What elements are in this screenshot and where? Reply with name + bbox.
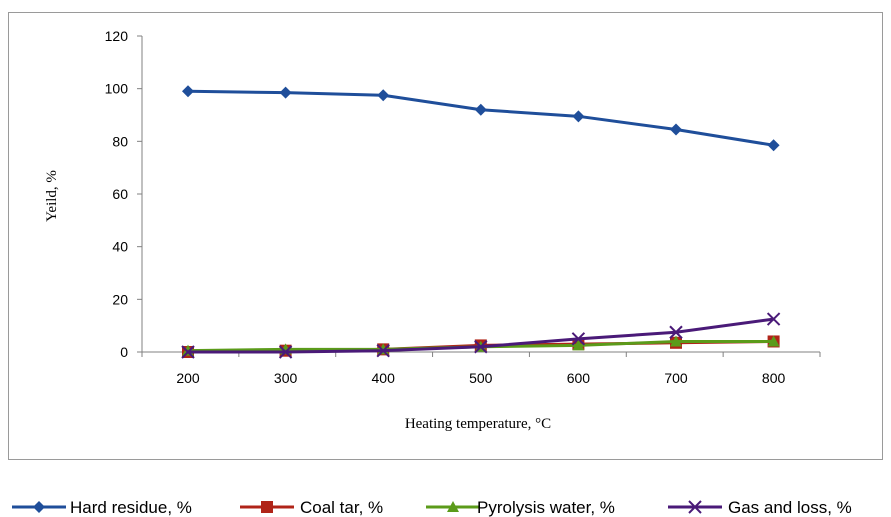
legend-marker [261,501,273,513]
legend-marker [33,501,45,513]
y-tick-labels: 0 20 40 60 80 100 120 [105,28,129,360]
legend-label: Coal tar, % [300,498,383,517]
y-tick-label: 120 [105,28,129,44]
data-point [181,345,195,359]
data-point [767,139,780,152]
series-layer [181,85,781,359]
y-tick-label: 0 [120,344,128,360]
x-axis-title: Heating temperature, °C [405,416,551,432]
data-point [572,110,585,123]
data-point [766,312,781,326]
data-point [670,335,682,347]
legend-marker [688,500,702,514]
data-point [670,123,682,136]
data-point [474,103,487,116]
legend-item: Pyrolysis water, % [426,498,615,517]
x-tick-label: 800 [762,370,786,386]
series-line [187,89,774,147]
data-point [376,343,390,358]
x-tick-label: 700 [664,370,688,386]
chart-frame [8,12,883,460]
legend-item: Coal tar, % [240,498,383,517]
data-point [278,345,293,359]
x-tick-label: 200 [176,370,200,386]
x-tick-label: 300 [274,370,298,386]
data-point [571,332,586,346]
data-point [474,340,488,354]
legend: Hard residue, % Coal tar, % Pyrolysis wate… [12,498,852,517]
legend-item: Hard residue, % [12,498,192,517]
legend-label: Gas and loss, % [728,498,852,517]
y-tick-label: 100 [105,81,129,97]
y-tick-label: 20 [112,291,128,307]
data-point [182,85,194,98]
x-tick-label: 400 [372,370,396,386]
legend-marker [447,501,459,512]
y-tick-label: 60 [112,186,128,202]
axes [137,35,821,357]
x-tick-label: 500 [469,370,493,386]
x-tick-labels: 200 300 400 500 600 700 800 [176,370,785,386]
data-point [572,339,585,351]
x-tick-label: 600 [567,370,591,386]
series-hard-residue [182,85,780,152]
y-axis-title: Yeild, % [44,170,60,222]
legend-item: Gas and loss, % [668,498,852,517]
data-point [279,86,292,99]
data-point [669,325,683,339]
legend-label: Hard residue, % [70,498,192,517]
y-tick-label: 40 [112,239,128,255]
y-tick-label: 80 [112,133,128,149]
data-point [377,89,390,102]
legend-label: Pyrolysis water, % [477,498,615,517]
series-gas-and-loss [181,312,781,359]
data-point [767,335,780,347]
